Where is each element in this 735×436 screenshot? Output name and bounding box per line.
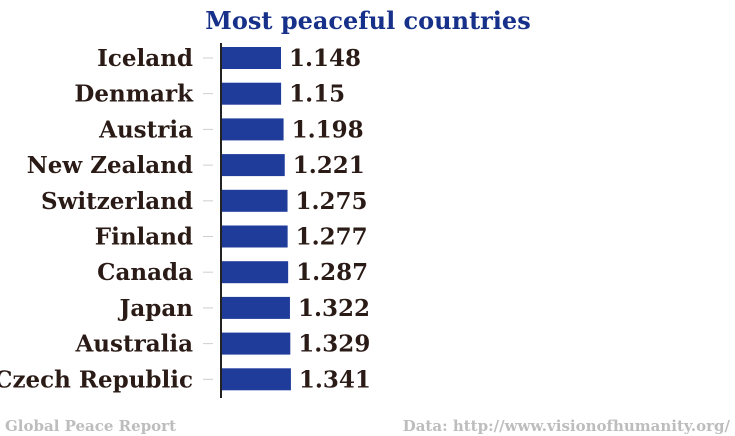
value-label: 1.275 (296, 188, 368, 215)
footer-source-right: Data: http://www.visionofhumanity.org/ (403, 417, 731, 435)
category-label: Czech Republic (0, 366, 193, 393)
bar (222, 332, 291, 355)
value-label: 1.287 (296, 259, 368, 286)
bar (222, 368, 291, 391)
category-label: Switzerland (41, 188, 193, 215)
bar (222, 261, 289, 284)
value-label: 1.322 (298, 295, 370, 322)
category-label: Canada (97, 259, 193, 286)
value-label: 1.148 (289, 45, 361, 72)
chart-title: Most peaceful countries (205, 6, 530, 35)
bar (222, 296, 290, 319)
category-label: Japan (118, 295, 194, 322)
bar (222, 189, 288, 212)
category-label: Austria (98, 116, 193, 143)
value-label: 1.198 (292, 116, 364, 143)
category-label: Finland (95, 224, 193, 251)
category-label: Iceland (97, 45, 193, 72)
bar (222, 47, 281, 69)
value-label: 1.15 (289, 81, 345, 108)
category-label: Denmark (74, 81, 194, 108)
bar (222, 82, 282, 105)
bar (222, 118, 284, 141)
value-label: 1.221 (293, 152, 365, 179)
value-label: 1.329 (298, 331, 370, 358)
bar (222, 225, 288, 248)
bar (222, 154, 285, 177)
category-label: Australia (74, 331, 193, 358)
value-label: 1.341 (299, 366, 371, 393)
value-label: 1.277 (296, 224, 368, 251)
bars-layer: Iceland 1.148 Denmark 1.15 Austria 1.198 New Z… (0, 45, 371, 393)
footer-source-left: Global Peace Report (5, 417, 176, 435)
category-label: New Zealand (27, 152, 193, 179)
